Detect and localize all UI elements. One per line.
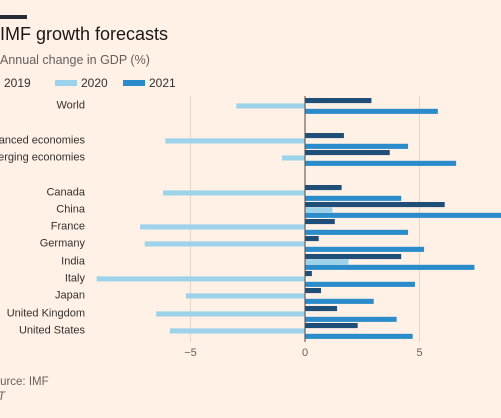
legend-label-2020: 2020 [81, 76, 108, 90]
bar-2021 [305, 108, 438, 114]
bar-2019 [305, 306, 338, 312]
bar-2019 [305, 323, 358, 329]
category-label: World [56, 100, 85, 112]
bar-2021 [305, 143, 409, 149]
bar-2021 [305, 160, 457, 166]
x-tick-label: −5 [184, 347, 197, 359]
bar-2019 [305, 202, 445, 208]
bar-2021 [305, 212, 501, 218]
ft-brand: FT [0, 391, 5, 403]
bar-2021 [305, 298, 374, 304]
bar-2019 [305, 150, 390, 156]
category-label: Japan [55, 290, 85, 302]
x-tick-label: 5 [416, 347, 422, 359]
bar-2019 [305, 288, 322, 294]
category-label: Canada [46, 187, 85, 199]
category-label: France [51, 221, 85, 233]
bar-2020 [185, 293, 305, 299]
chart-subtitle: Annual change in GDP (%) [0, 53, 150, 67]
legend-label-2019: 2019 [4, 76, 31, 90]
bar-2019 [305, 133, 344, 139]
bar-2020 [144, 241, 305, 247]
bar-2019 [305, 219, 335, 225]
legend: 2019 2020 2021 [0, 76, 501, 90]
category-label: United Kingdom [7, 308, 85, 320]
bar-2020 [282, 155, 305, 161]
bar-2020 [140, 224, 305, 230]
bar-2020 [165, 138, 305, 144]
bar-2020 [169, 328, 305, 334]
bar-2021 [305, 333, 413, 339]
x-tick-label: 0 [302, 347, 308, 359]
legend-swatch-2021 [123, 80, 145, 86]
bar-2021 [305, 246, 425, 252]
bar-2020 [156, 311, 305, 317]
category-label: China [56, 204, 86, 216]
bar-2020 [305, 259, 349, 265]
source-note: Source: IMF [0, 376, 49, 388]
bar-2020 [305, 207, 333, 213]
bar-2019 [305, 271, 312, 277]
bar-2021 [305, 316, 397, 322]
category-label: India [61, 256, 86, 268]
bar-2019 [305, 236, 319, 242]
bar-2021 [305, 264, 475, 270]
title-rule [0, 15, 27, 19]
category-label: Italy [65, 273, 86, 285]
bar-2019 [305, 185, 342, 191]
category-label: United States [19, 325, 86, 337]
legend-swatch-2020 [55, 80, 77, 86]
category-label: Germany [40, 238, 86, 250]
bar-2021 [305, 281, 415, 287]
category-label: Emerging economies [0, 152, 85, 164]
category-label: Advanced economies [0, 135, 85, 147]
bar-2021 [305, 229, 409, 235]
bar-2020 [236, 103, 305, 109]
chart-title: IMF growth forecasts [0, 24, 169, 44]
legend-label-2021: 2021 [149, 76, 176, 90]
bar-2019 [305, 254, 402, 260]
bar-2019 [305, 98, 372, 104]
bar-2021 [305, 195, 402, 201]
bar-2020 [96, 276, 305, 282]
bar-2020 [163, 190, 305, 196]
